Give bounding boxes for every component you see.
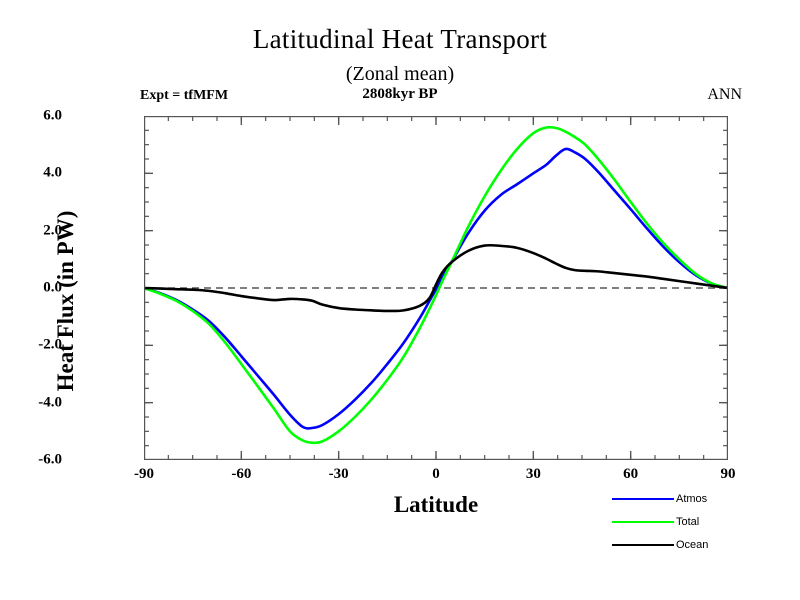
legend-color-swatch xyxy=(612,497,674,500)
chart-subtitle: (Zonal mean) xyxy=(345,63,455,85)
y-tick-label: -4.0 xyxy=(38,394,62,411)
legend-item-total: Total xyxy=(612,510,782,533)
y-tick-label: 2.0 xyxy=(43,222,62,239)
y-tick-label: 6.0 xyxy=(43,107,62,124)
data-series-group xyxy=(144,125,728,445)
x-tick-label: -90 xyxy=(134,466,154,482)
plot-area xyxy=(144,116,728,460)
x-tick-label: 60 xyxy=(623,466,639,482)
x-tick-label: -30 xyxy=(328,466,349,482)
plot-frame xyxy=(144,116,728,460)
y-tick-label: 4.0 xyxy=(43,164,62,181)
y-tick-label: 0.0 xyxy=(43,279,62,296)
y-tick-label: -6.0 xyxy=(38,451,62,468)
x-tick-label: 90 xyxy=(720,466,736,482)
legend-label: Atmos xyxy=(676,492,708,505)
legend-label: Total xyxy=(676,515,700,528)
x-tick-label: 30 xyxy=(525,466,541,482)
x-axis-title: Latitude xyxy=(393,492,479,517)
legend-label: Ocean xyxy=(676,538,709,551)
legend-color-swatch xyxy=(612,520,674,523)
chart-canvas xyxy=(144,116,728,460)
chart-legend: Atmos Total Ocean xyxy=(612,487,782,556)
series-line-total xyxy=(144,125,728,445)
legend-color-swatch xyxy=(612,543,674,546)
page-title: Latitudinal Heat Transport xyxy=(252,24,548,54)
legend-item-ocean: Ocean xyxy=(612,533,782,556)
x-tick-label: -60 xyxy=(231,466,252,482)
series-line-atmos xyxy=(144,147,728,430)
experiment-label: Expt = tfMFM xyxy=(140,88,229,103)
season-label: ANN xyxy=(707,86,742,103)
y-tick-label: -2.0 xyxy=(38,336,62,353)
x-tick-label: 0 xyxy=(432,466,440,482)
chart-period-label: 2808kyr BP xyxy=(362,86,438,102)
series-line-ocean xyxy=(144,243,728,313)
legend-item-atmos: Atmos xyxy=(612,487,782,510)
